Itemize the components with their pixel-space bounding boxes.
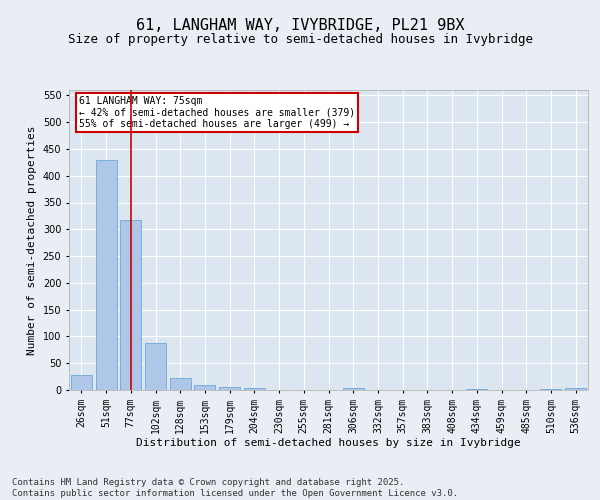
Bar xyxy=(194,384,215,390)
Bar xyxy=(71,375,92,390)
Text: 61 LANGHAM WAY: 75sqm
← 42% of semi-detached houses are smaller (379)
55% of sem: 61 LANGHAM WAY: 75sqm ← 42% of semi-deta… xyxy=(79,96,356,129)
Bar xyxy=(541,389,562,390)
Bar xyxy=(95,160,116,390)
Bar xyxy=(145,343,166,390)
Bar xyxy=(120,220,141,390)
Bar xyxy=(170,378,191,390)
Bar xyxy=(466,389,487,390)
X-axis label: Distribution of semi-detached houses by size in Ivybridge: Distribution of semi-detached houses by … xyxy=(136,438,521,448)
Text: Contains HM Land Registry data © Crown copyright and database right 2025.
Contai: Contains HM Land Registry data © Crown c… xyxy=(12,478,458,498)
Bar xyxy=(219,388,240,390)
Text: 61, LANGHAM WAY, IVYBRIDGE, PL21 9BX: 61, LANGHAM WAY, IVYBRIDGE, PL21 9BX xyxy=(136,18,464,32)
Bar xyxy=(565,388,586,390)
Text: Size of property relative to semi-detached houses in Ivybridge: Size of property relative to semi-detach… xyxy=(67,32,533,46)
Y-axis label: Number of semi-detached properties: Number of semi-detached properties xyxy=(27,125,37,355)
Bar xyxy=(343,388,364,390)
Bar xyxy=(244,388,265,390)
